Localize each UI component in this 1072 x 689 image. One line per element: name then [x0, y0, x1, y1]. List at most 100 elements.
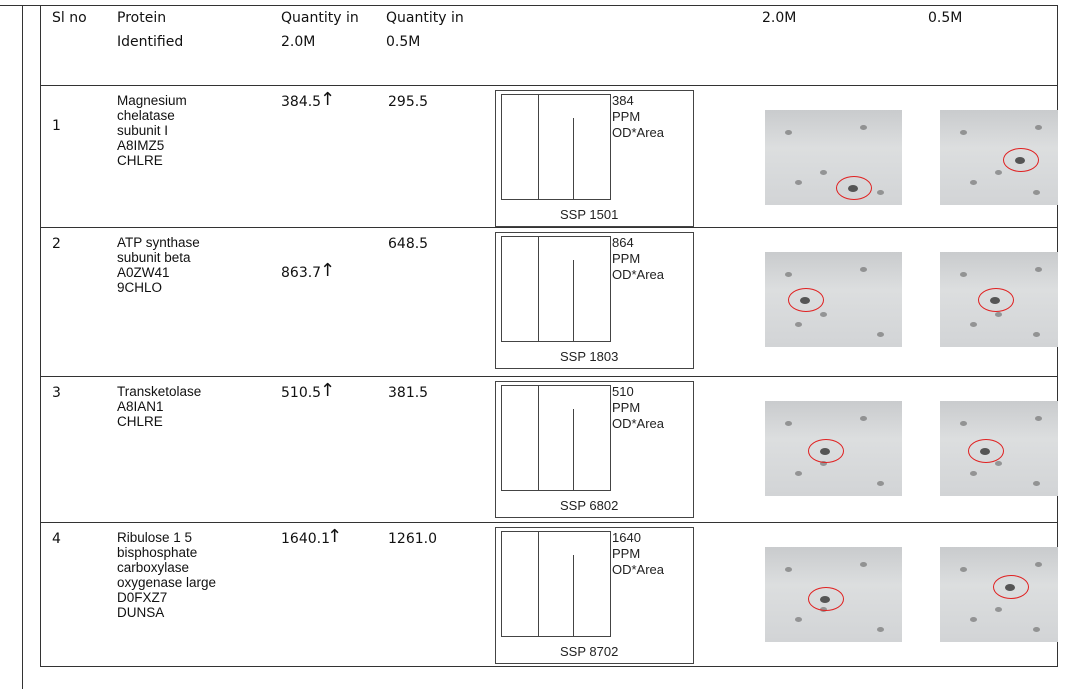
row-line [40, 522, 1058, 523]
margin-line [0, 5, 40, 6]
gel-spot [1033, 627, 1040, 632]
chart-ssp: SSP 8702 [560, 644, 618, 660]
protein-line: chelatase [117, 108, 175, 123]
header-cell: Quantity in 0.5M [386, 6, 466, 54]
bar-line [538, 385, 539, 490]
gel-spot [795, 617, 802, 622]
protein-line: bisphosphate [117, 545, 197, 560]
protein-line: CHLRE [117, 153, 163, 168]
gel-spot [820, 170, 827, 175]
trend-arrow: ↑ [320, 262, 335, 280]
protein-line: Transketolase [117, 384, 201, 399]
gel-spot [995, 170, 1002, 175]
gel-spot [795, 471, 802, 476]
gel-spot [960, 130, 967, 135]
protein-line: A8IMZ5 [117, 138, 164, 153]
plot-box [501, 531, 611, 637]
gel-spot [1033, 332, 1040, 337]
header-cell: 0.5M [928, 6, 962, 30]
gel-spot [820, 312, 827, 317]
quantity: 648.5 [388, 235, 428, 253]
protein-line: D0FXZ7 [117, 590, 167, 605]
chart-unit: PPM [612, 400, 640, 416]
plot-box [501, 236, 611, 342]
gel-spot [860, 416, 867, 421]
gel-spot [785, 421, 792, 426]
gel-spot [970, 322, 977, 327]
gel-spot [1033, 481, 1040, 486]
gel-spot [995, 312, 1002, 317]
highlight-circle [968, 439, 1004, 463]
gel-spot [795, 180, 802, 185]
gel-spot [785, 272, 792, 277]
plot-box [501, 94, 611, 200]
quantity: 1261.0 [388, 530, 437, 548]
chart-measure: OD*Area [612, 125, 664, 141]
row-line [40, 227, 1058, 228]
chart-scale: 864 [612, 235, 634, 251]
header-cell: 2.0M [762, 6, 796, 30]
gel-spot [970, 617, 977, 622]
chart-scale: 1640 [612, 530, 641, 546]
gel-spot [960, 421, 967, 426]
trend-arrow: ↑ [320, 91, 335, 109]
protein-line: CHLRE [117, 414, 163, 429]
chart-scale: 510 [612, 384, 634, 400]
quantity: 295.5 [388, 93, 428, 111]
gel-spot [860, 562, 867, 567]
highlight-circle [993, 575, 1029, 599]
gel-spot [785, 567, 792, 572]
trend-arrow: ↑ [327, 528, 342, 546]
chart-unit: PPM [612, 546, 640, 562]
chart-measure: OD*Area [612, 562, 664, 578]
gel-spot [960, 567, 967, 572]
chart-unit: PPM [612, 109, 640, 125]
page: Sl no Protein Identified Quantity in 2.0… [0, 0, 1072, 689]
header-cell: Protein Identified [117, 6, 227, 54]
sl-no: 3 [52, 384, 61, 402]
protein-line: subunit beta [117, 250, 191, 265]
sl-no: 1 [52, 117, 61, 135]
gel-spot [877, 190, 884, 195]
highlight-circle [836, 176, 872, 200]
gel-spot [1035, 267, 1042, 272]
gel-spot [785, 130, 792, 135]
protein-line: Magnesium [117, 93, 187, 108]
protein-line: subunit I [117, 123, 168, 138]
gel-spot [795, 322, 802, 327]
protein-line: 9CHLO [117, 280, 162, 295]
gel-spot [860, 125, 867, 130]
gel-spot [877, 627, 884, 632]
gel-spot [995, 607, 1002, 612]
gel-spot [970, 471, 977, 476]
quantity: 384.5 [281, 93, 321, 111]
gel-spot [1035, 125, 1042, 130]
protein-line: carboxylase [117, 560, 189, 575]
bar-line [538, 531, 539, 636]
bar-line [573, 118, 574, 199]
gel-spot [860, 267, 867, 272]
protein-line: A8IAN1 [117, 399, 164, 414]
protein-line: A0ZW41 [117, 265, 170, 280]
bar-line [538, 94, 539, 199]
protein-line: DUNSA [117, 605, 164, 620]
chart-ssp: SSP 1501 [560, 207, 618, 223]
margin-line [22, 5, 23, 689]
chart-ssp: SSP 6802 [560, 498, 618, 514]
trend-arrow: ↑ [320, 382, 335, 400]
highlight-circle [1003, 148, 1039, 172]
header-cell: Quantity in 2.0M [281, 6, 361, 54]
row-line [40, 376, 1058, 377]
chart-measure: OD*Area [612, 267, 664, 283]
quantity: 863.7 [281, 264, 321, 282]
sl-no: 4 [52, 530, 61, 548]
protein-line: ATP synthase [117, 235, 200, 250]
quantity: 1640.1 [281, 530, 330, 548]
bar-line [573, 260, 574, 341]
gel-spot [1033, 190, 1040, 195]
protein-line: Ribulose 1 5 [117, 530, 192, 545]
gel-spot [960, 272, 967, 277]
header-cell: Sl no [52, 6, 87, 30]
row-line [40, 85, 1058, 86]
gel-spot [970, 180, 977, 185]
